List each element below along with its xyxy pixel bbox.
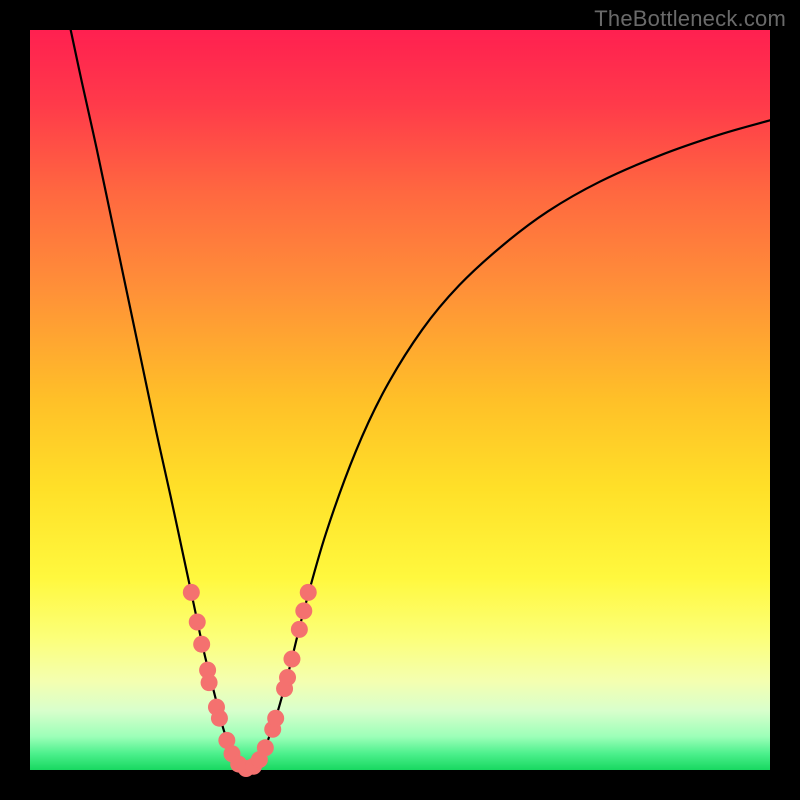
marker-point (300, 584, 317, 601)
marker-point (279, 669, 296, 686)
marker-point (189, 614, 206, 631)
marker-point (267, 710, 284, 727)
marker-point (291, 621, 308, 638)
marker-point (295, 602, 312, 619)
marker-point (193, 636, 210, 653)
marker-point (257, 739, 274, 756)
marker-point (183, 584, 200, 601)
chart-container: TheBottleneck.com (0, 0, 800, 800)
plot-area (30, 30, 770, 770)
marker-point (201, 674, 218, 691)
bottleneck-chart (0, 0, 800, 800)
marker-point (283, 651, 300, 668)
watermark-text: TheBottleneck.com (594, 6, 786, 32)
marker-point (211, 710, 228, 727)
